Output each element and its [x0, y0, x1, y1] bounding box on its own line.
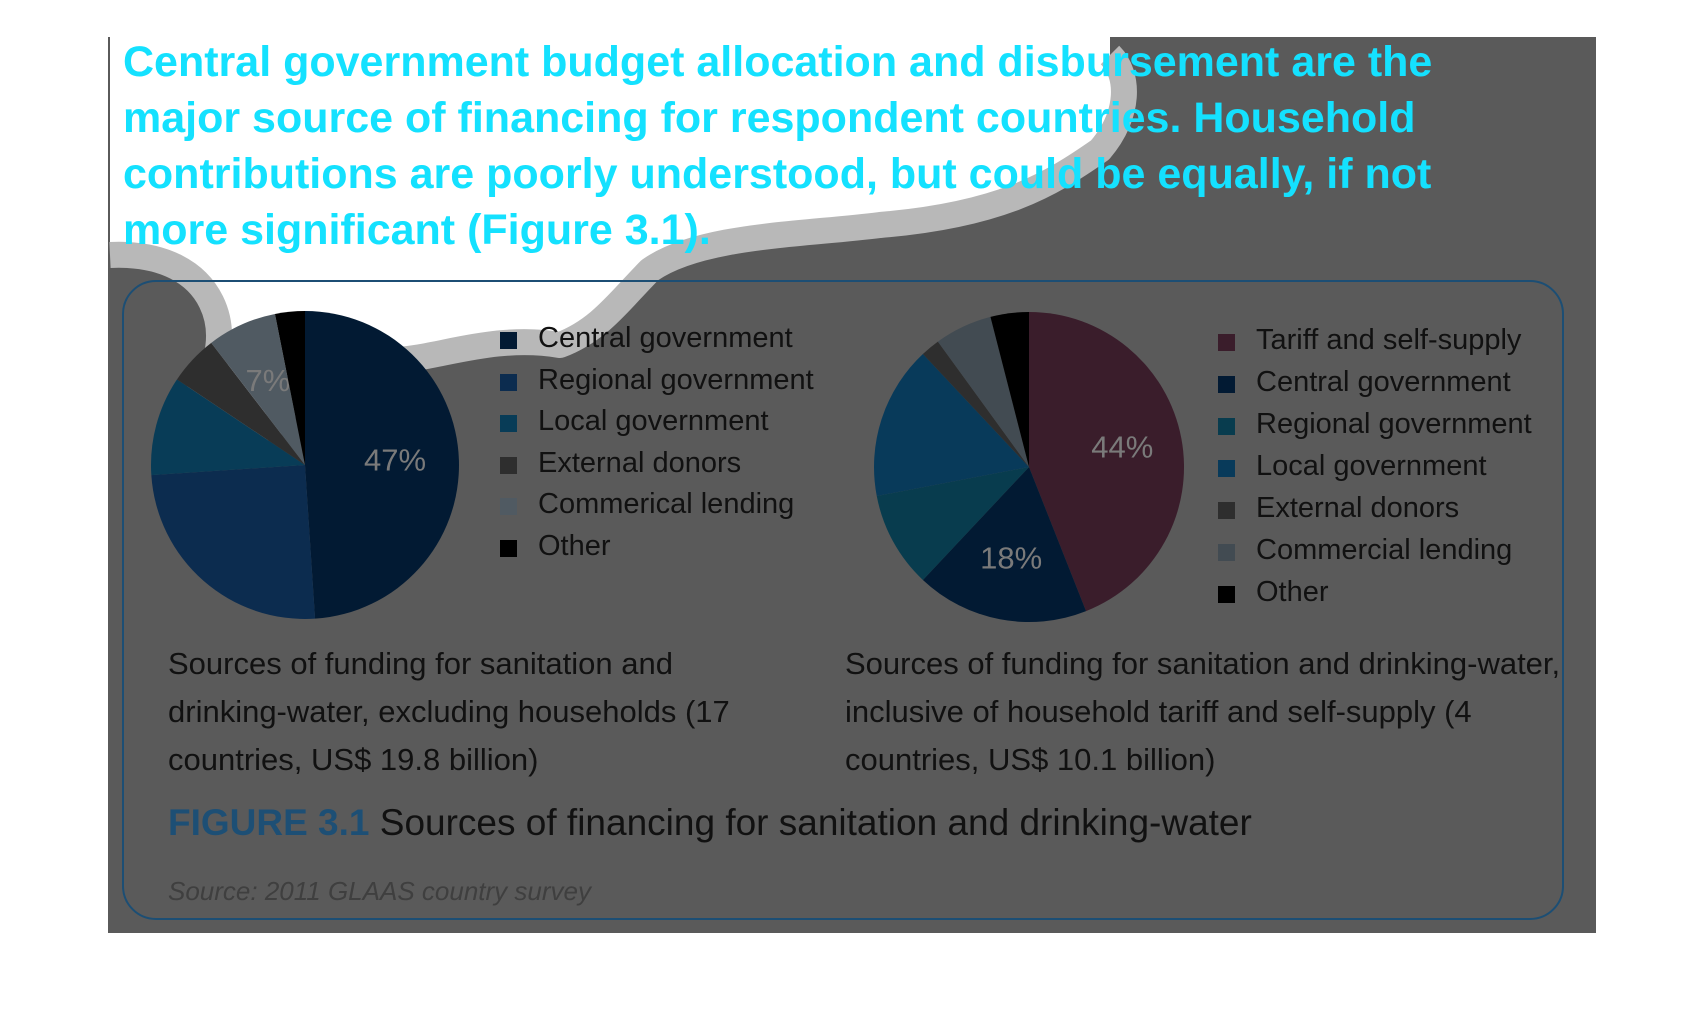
legend-swatch	[1218, 334, 1235, 351]
legend-item: Commerical lending	[500, 488, 814, 530]
legend-swatch	[1218, 586, 1235, 603]
legend-swatch	[1218, 418, 1235, 435]
legend-label: Regional government	[1256, 408, 1532, 440]
legend-item: Regional government	[500, 364, 814, 406]
legend-label: Other	[1256, 576, 1329, 608]
legend-item: Regional government	[1218, 408, 1532, 450]
legend-item: Other	[500, 530, 814, 572]
legend-label: Local government	[1256, 450, 1487, 482]
legend-item: Central government	[500, 322, 814, 364]
legend-item: Local government	[1218, 450, 1532, 492]
legend-swatch	[500, 332, 517, 349]
figure-title: FIGURE 3.1 Sources of financing for sani…	[168, 802, 1252, 844]
legend-label: Local government	[538, 405, 769, 437]
pie-data-label: 18%	[980, 540, 1042, 575]
legend-swatch	[500, 373, 517, 391]
legend-item: Commercial lending	[1218, 534, 1532, 576]
pie-chart-left: 47% 7%	[150, 311, 459, 619]
legend-label: Other	[538, 529, 611, 562]
figure-frame	[122, 280, 1564, 920]
legend-item: Tariff and self-supply	[1218, 324, 1532, 366]
legend-item: Local government	[500, 405, 814, 447]
pie-slice	[1029, 312, 1185, 612]
pie-slice	[876, 467, 1029, 580]
legend-item: Other	[1218, 576, 1532, 618]
legend-swatch	[500, 456, 517, 474]
pie-caption-right: Sources of funding for sanitation and dr…	[845, 646, 1561, 777]
pie-slice	[874, 354, 1029, 497]
legend-label: Central government	[1256, 366, 1511, 398]
legend-label: External donors	[538, 446, 742, 479]
legend-label: Tariff and self-supply	[1256, 324, 1522, 356]
pie-slice	[176, 342, 305, 465]
legend-swatch	[1218, 460, 1235, 477]
figure-title-text: Sources of financing for sanitation and …	[379, 802, 1252, 843]
legend-left: Central government Regional government L…	[500, 322, 814, 571]
legend-swatch	[1218, 376, 1235, 393]
pie-slice	[150, 379, 305, 476]
pie-data-label: 44%	[1091, 429, 1153, 464]
legend-swatch	[500, 539, 517, 557]
legend-swatch	[500, 415, 517, 432]
pie-slice	[211, 313, 305, 465]
pie-slice	[922, 341, 1029, 467]
pie-data-label: 7%	[245, 363, 290, 398]
legend-label: Commercial lending	[1256, 534, 1513, 566]
headline: Central government budget allocation and…	[123, 38, 1433, 254]
figure-number: FIGURE 3.1	[168, 802, 370, 843]
figure-source: Source: 2011 GLAAS country survey	[168, 876, 591, 906]
legend-label: External donors	[1256, 492, 1460, 524]
legend-swatch	[500, 498, 517, 515]
pie-slice	[274, 311, 305, 465]
legend-label: Commerical lending	[538, 488, 795, 520]
legend-label: Regional government	[538, 363, 814, 396]
legend-item: Central government	[1218, 366, 1532, 408]
legend-item: External donors	[500, 447, 814, 489]
pie-caption-left: Sources of funding for sanitation and dr…	[168, 646, 730, 777]
legend-item: External donors	[1218, 492, 1532, 534]
pie-slice	[922, 467, 1087, 623]
legend-label: Central government	[538, 322, 793, 354]
pie-slice	[151, 465, 316, 619]
pie-slice	[990, 312, 1029, 467]
legend-swatch	[1218, 544, 1235, 561]
pie-slice	[937, 316, 1029, 467]
pie-data-label: 47%	[364, 442, 426, 477]
pie-chart-right: 44% 18%	[874, 312, 1185, 623]
legend-right: Tariff and self-supply Central governmen…	[1218, 324, 1532, 618]
pie-slice	[305, 311, 459, 619]
legend-swatch	[1218, 502, 1235, 519]
